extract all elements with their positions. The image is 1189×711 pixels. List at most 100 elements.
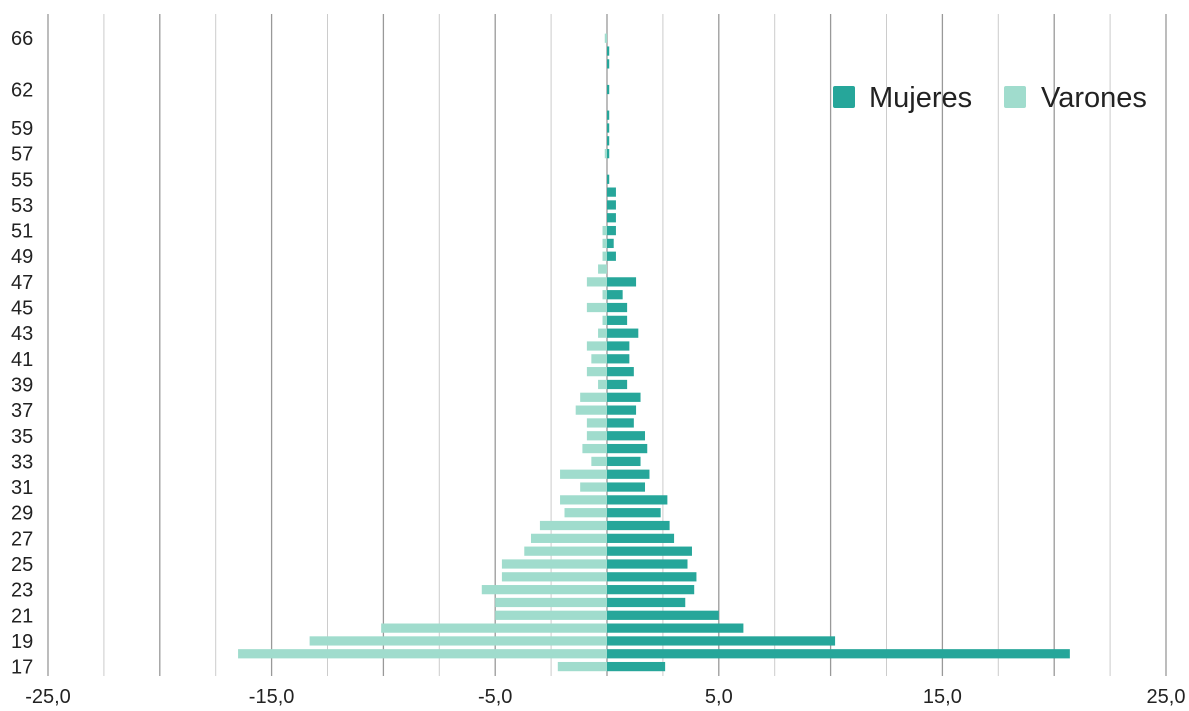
bar-varones-34 (582, 443, 607, 454)
y-tick-label: 31 (11, 477, 33, 499)
bar-varones-51 (602, 225, 607, 236)
y-tick-label: 53 (11, 195, 33, 217)
bar-mujeres-64 (607, 59, 610, 69)
y-tick-label: 47 (11, 272, 33, 294)
x-tick-label: -5,0 (478, 686, 512, 706)
bar-mujeres-50 (607, 238, 614, 249)
y-tick-label: 33 (11, 451, 33, 473)
bar-varones-18 (238, 649, 607, 659)
bar-varones-57 (604, 149, 607, 159)
bar-varones-26 (524, 546, 607, 556)
bar-mujeres-47 (607, 277, 637, 287)
bar-varones-49 (602, 251, 607, 261)
bar-mujeres-60 (607, 110, 610, 120)
bar-varones-33 (591, 456, 607, 467)
bar-varones-17 (557, 661, 607, 672)
y-tick-label: 62 (11, 80, 33, 102)
bar-varones-30 (560, 495, 607, 505)
bar-mujeres-41 (607, 354, 630, 364)
bar-mujeres-51 (607, 225, 616, 236)
bar-mujeres-23 (607, 585, 695, 595)
bar-mujeres-18 (607, 649, 1070, 659)
y-tick-label: 35 (11, 426, 33, 448)
bar-varones-25 (501, 559, 607, 569)
bar-mujeres-52 (607, 213, 616, 223)
bar-varones-66 (604, 33, 607, 43)
bar-varones-38 (580, 392, 607, 402)
bar-mujeres-21 (607, 610, 719, 620)
y-tick-label: 23 (11, 580, 33, 602)
legend-label-mujeres: Mujeres (869, 82, 972, 114)
bars-layer (238, 33, 1070, 672)
bar-varones-21 (495, 610, 607, 620)
y-tick-label: 49 (11, 246, 33, 268)
y-tick-label: 29 (11, 503, 33, 525)
bar-varones-29 (564, 508, 607, 518)
bar-mujeres-17 (607, 661, 666, 672)
bar-varones-47 (586, 277, 607, 287)
bar-varones-23 (481, 585, 607, 595)
bar-varones-42 (586, 341, 607, 351)
bar-varones-35 (586, 431, 607, 441)
bar-mujeres-49 (607, 251, 616, 261)
bar-varones-31 (580, 482, 607, 492)
bar-mujeres-55 (607, 174, 610, 184)
bar-mujeres-38 (607, 392, 641, 402)
legend-label-varones: Varones (1041, 82, 1147, 114)
bar-mujeres-54 (607, 187, 616, 197)
bar-mujeres-27 (607, 533, 675, 543)
bar-mujeres-22 (607, 597, 686, 608)
y-tick-label: 41 (11, 349, 33, 371)
x-tick-label: 5,0 (705, 686, 733, 706)
x-tick-label: -15,0 (249, 686, 295, 706)
bar-mujeres-19 (607, 636, 836, 646)
bar-mujeres-42 (607, 341, 630, 351)
y-tick-label: 39 (11, 374, 33, 396)
y-axis-labels: 17 19 21 23 25 27 29 31 33 35 37 39 41 43 45 47 49 51 53 55… (11, 28, 33, 678)
bar-varones-41 (591, 354, 607, 364)
y-tick-label: 57 (11, 144, 33, 166)
y-tick-label: 43 (11, 323, 33, 345)
bar-varones-37 (575, 405, 607, 415)
bar-mujeres-32 (607, 469, 650, 479)
bar-varones-40 (586, 367, 607, 377)
bar-varones-46 (602, 290, 607, 300)
y-tick-label: 66 (11, 28, 33, 50)
bar-mujeres-57 (607, 149, 610, 159)
bar-mujeres-28 (607, 520, 670, 531)
bar-mujeres-65 (607, 46, 610, 56)
bar-mujeres-36 (607, 418, 634, 428)
y-tick-label: 17 (11, 657, 33, 679)
bar-mujeres-25 (607, 559, 688, 569)
y-tick-label: 19 (11, 631, 33, 653)
bar-mujeres-40 (607, 367, 634, 377)
bar-mujeres-58 (607, 136, 610, 146)
bar-varones-32 (560, 469, 607, 479)
bar-mujeres-24 (607, 572, 697, 582)
bar-varones-43 (598, 328, 607, 338)
legend-swatch-varones (1004, 86, 1026, 108)
legend-swatch-mujeres (833, 86, 855, 108)
bar-mujeres-31 (607, 482, 646, 492)
bar-varones-24 (501, 572, 607, 582)
y-tick-label: 27 (11, 528, 33, 550)
bar-mujeres-43 (607, 328, 639, 338)
bar-mujeres-59 (607, 123, 610, 133)
y-tick-label: 55 (11, 169, 33, 191)
y-tick-label: 45 (11, 298, 33, 320)
bar-varones-36 (586, 418, 607, 428)
bar-mujeres-33 (607, 456, 641, 467)
bar-varones-44 (602, 315, 607, 325)
bar-varones-22 (495, 597, 607, 608)
bar-mujeres-34 (607, 443, 648, 454)
bar-mujeres-53 (607, 200, 616, 210)
y-tick-label: 51 (11, 221, 33, 243)
bar-varones-19 (309, 636, 607, 646)
y-tick-label: 59 (11, 118, 33, 140)
bar-varones-28 (539, 520, 607, 531)
bar-varones-50 (602, 238, 607, 249)
bar-mujeres-37 (607, 405, 637, 415)
bar-mujeres-26 (607, 546, 692, 556)
legend: Mujeres Varones (833, 82, 1147, 114)
